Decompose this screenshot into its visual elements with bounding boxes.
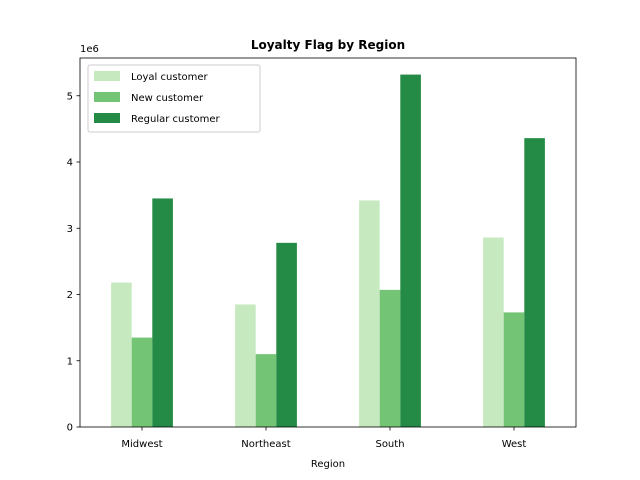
plot-frame <box>79 57 577 428</box>
bar-new-customer-south <box>379 289 401 427</box>
legend-label: Regular customer <box>131 114 221 125</box>
legend-swatch <box>94 92 120 102</box>
x-tick-label: West <box>502 439 527 450</box>
y-tick-label: 4 <box>67 158 73 169</box>
x-tick-label: Midwest <box>121 439 162 450</box>
x-axis: Midwest Northeast South West <box>121 427 526 450</box>
legend-swatch <box>94 71 120 81</box>
bar-loyal-customer-west <box>483 237 504 427</box>
bar-regular-customer-west <box>524 138 545 427</box>
y-tick-label: 1 <box>67 356 73 367</box>
bar-regular-customer-midwest <box>152 198 173 427</box>
bar-regular-customer-northeast <box>276 242 297 427</box>
bar-loyal-customer-northeast <box>235 304 256 427</box>
bar-regular-customer-south <box>400 74 421 427</box>
bar-new-customer-west <box>503 312 525 427</box>
y-tick-label: 5 <box>67 91 73 102</box>
bars-layer <box>111 74 545 427</box>
chart-title: Loyalty Flag by Region <box>251 38 405 52</box>
y-tick-label: 2 <box>67 290 73 301</box>
legend: Loyal customer New customer Regular custom… <box>87 64 261 133</box>
legend-label: New customer <box>131 93 204 104</box>
legend-swatch <box>94 113 120 123</box>
x-tick-label: Northeast <box>241 439 290 450</box>
bar-loyal-customer-midwest <box>111 282 132 427</box>
y-tick-label: 3 <box>67 224 73 235</box>
y-tick-label: 0 <box>67 423 73 434</box>
y-scale-multiplier: 1e6 <box>80 44 99 55</box>
y-axis: 0 1 2 3 4 5 <box>67 91 80 434</box>
legend-label: Loyal customer <box>131 72 208 83</box>
bar-loyal-customer-south <box>359 200 380 427</box>
x-axis-title: Region <box>311 459 345 470</box>
x-tick-label: South <box>375 439 404 450</box>
legend-box <box>87 64 261 133</box>
bar-new-customer-midwest <box>131 337 153 427</box>
bar-new-customer-northeast <box>255 354 277 427</box>
